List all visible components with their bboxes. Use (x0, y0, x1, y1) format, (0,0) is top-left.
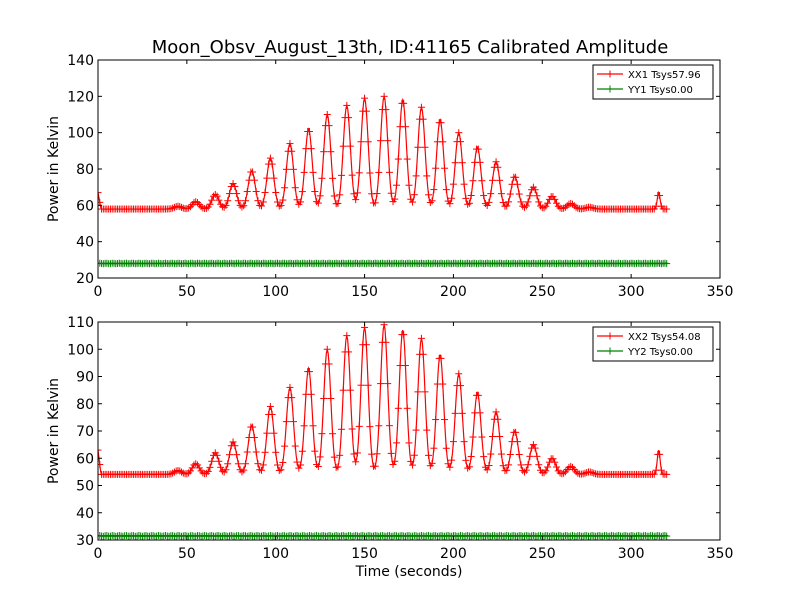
y-tick-label: 100 (67, 126, 94, 142)
y-tick-label: 110 (67, 315, 94, 331)
x-tick-label: 100 (262, 284, 289, 300)
y-tick-label: 50 (76, 479, 94, 495)
y-tick-label: 20 (76, 271, 94, 287)
x-tick-label: 350 (707, 284, 734, 300)
y-tick-label: 80 (76, 162, 94, 178)
x-tick-label: 150 (351, 546, 378, 562)
legend-label: YY1 Tsys0.00 (627, 85, 693, 96)
x-tick-label: 300 (618, 284, 645, 300)
x-tick-label: 250 (529, 284, 556, 300)
x-tick-label: 300 (618, 546, 645, 562)
bottom-panel: 0 50 100 150 200 250 300 350 30 40 50 60 70 80 90 100 11… (46, 315, 733, 580)
series-markers-yy (98, 532, 671, 540)
y-tick-label: 40 (76, 235, 94, 251)
y-tick-label: 140 (67, 53, 94, 69)
x-tick-label: 200 (440, 546, 467, 562)
legend-label: XX1 Tsys57.96 (628, 70, 701, 81)
y-tick-label: 60 (76, 198, 94, 214)
y-tick-label: 70 (76, 424, 94, 440)
x-tick-label: 200 (440, 284, 467, 300)
x-tick-label: 0 (94, 546, 103, 562)
legend-box (592, 64, 714, 100)
series-markers-yy (98, 259, 671, 268)
legend: XX1 Tsys57.96 YY1 Tsys0.00 (592, 64, 714, 100)
legend-label: YY2 Tsys0.00 (627, 347, 693, 358)
y-axis-label: Power in Kelvin (46, 116, 62, 222)
y-tick-label: 100 (67, 342, 94, 358)
legend-label: XX2 Tsys54.08 (628, 332, 701, 343)
y-tick-label: 30 (76, 533, 94, 549)
x-axis-label: Time (seconds) (355, 564, 463, 580)
y-tick-label: 80 (76, 397, 94, 413)
top-panel: 0 50 100 150 200 250 300 350 20 40 60 80 100 120 140 Po… (46, 53, 733, 300)
series-markers-xx (98, 322, 671, 478)
plot-area (98, 322, 671, 540)
chart-title: Moon_Obsv_August_13th, ID:41165 Calibrat… (152, 37, 669, 58)
x-tick-label: 0 (94, 284, 103, 300)
x-tick-label: 100 (262, 546, 289, 562)
plot-area (98, 92, 671, 268)
x-tick-label: 350 (707, 546, 734, 562)
x-tick-label: 150 (351, 284, 378, 300)
y-tick-label: 60 (76, 451, 94, 467)
x-tick-label: 250 (529, 546, 556, 562)
y-tick-label: 40 (76, 506, 94, 522)
legend-box (592, 326, 714, 362)
x-tick-label: 50 (178, 546, 196, 562)
y-tick-label: 120 (67, 89, 94, 105)
y-tick-label: 90 (76, 370, 94, 386)
series-markers-xx (98, 92, 671, 213)
legend: XX2 Tsys54.08 YY2 Tsys0.00 (592, 326, 714, 362)
y-axis-label: Power in Kelvin (46, 378, 62, 484)
x-tick-label: 50 (178, 284, 196, 300)
